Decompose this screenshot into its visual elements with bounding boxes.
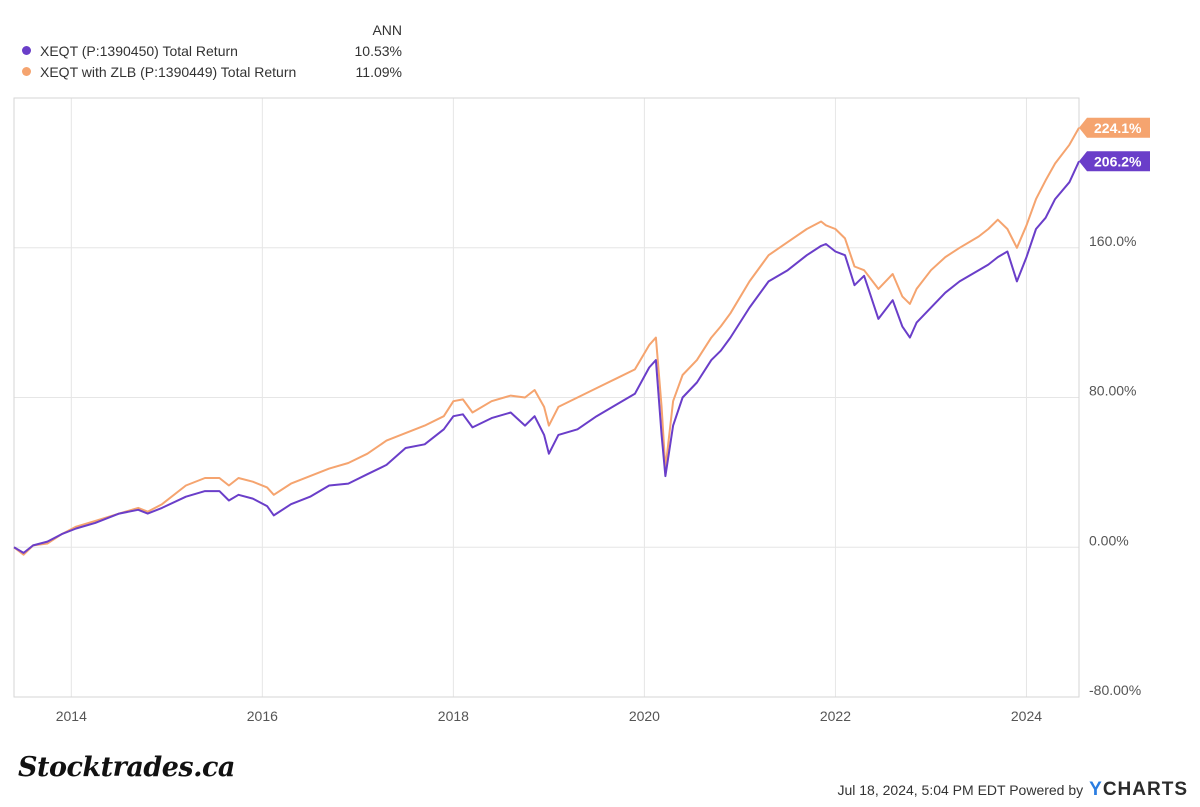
y-tick-label: 160.0% xyxy=(1089,233,1136,249)
legend-marker-icon xyxy=(22,67,31,76)
ycharts-logo[interactable]: YCHARTS xyxy=(1089,779,1188,801)
x-axis: 2014 2016 2018 2020 2022 2024 xyxy=(56,708,1043,724)
legend-marker-icon xyxy=(22,46,31,55)
series-end-label: 206.2% xyxy=(1079,151,1150,172)
x-tick-label: 2024 xyxy=(1011,708,1042,724)
y-tick-label: 80.00% xyxy=(1089,383,1136,399)
brand-logo: Stocktrades.ca xyxy=(18,752,235,783)
legend-item-value: 11.09% xyxy=(355,63,402,80)
plot-frame xyxy=(13,97,1080,698)
ycharts-logo-text: CHARTS xyxy=(1102,779,1188,800)
legend: ANN XEQT (P:1390450) Total Return 10.53%… xyxy=(22,22,402,82)
legend-item-name: XEQT with ZLB (P:1390449) Total Return xyxy=(40,63,297,80)
x-tick-label: 2014 xyxy=(56,708,87,724)
x-tick-label: 2016 xyxy=(247,708,278,724)
legend-item[interactable]: XEQT (P:1390450) Total Return 10.53% xyxy=(22,40,402,61)
legend-item[interactable]: XEQT with ZLB (P:1390449) Total Return 1… xyxy=(22,61,402,82)
footer: Jul 18, 2024, 5:04 PM EDT Powered by YCH… xyxy=(837,779,1188,801)
legend-header: ANN xyxy=(372,22,402,38)
series-line[interactable] xyxy=(13,160,1080,554)
x-tick-label: 2018 xyxy=(438,708,469,724)
x-tick-label: 2022 xyxy=(820,708,851,724)
end-label-text: 206.2% xyxy=(1094,153,1142,169)
end-label-tag xyxy=(1079,117,1150,138)
ycharts-logo-y: Y xyxy=(1089,779,1103,800)
legend-item-name: XEQT (P:1390450) Total Return xyxy=(40,42,238,59)
end-labels: 206.2% 224.1% xyxy=(1079,117,1150,172)
series-line[interactable] xyxy=(13,127,1080,556)
end-label-tag xyxy=(1079,151,1150,172)
y-tick-label: 0.00% xyxy=(1089,532,1129,548)
y-axis: 160.0% 80.00% 0.00% -80.00% xyxy=(1089,233,1141,698)
series-end-label: 224.1% xyxy=(1079,117,1150,138)
y-tick-label: -80.00% xyxy=(1089,682,1141,698)
legend-item-value: 10.53% xyxy=(354,42,402,59)
timestamp: Jul 18, 2024, 5:04 PM EDT Powered by xyxy=(837,782,1084,798)
gridlines xyxy=(14,98,1079,698)
x-tick-label: 2020 xyxy=(629,708,660,724)
series-layer xyxy=(13,127,1080,556)
end-label-text: 224.1% xyxy=(1094,120,1142,136)
